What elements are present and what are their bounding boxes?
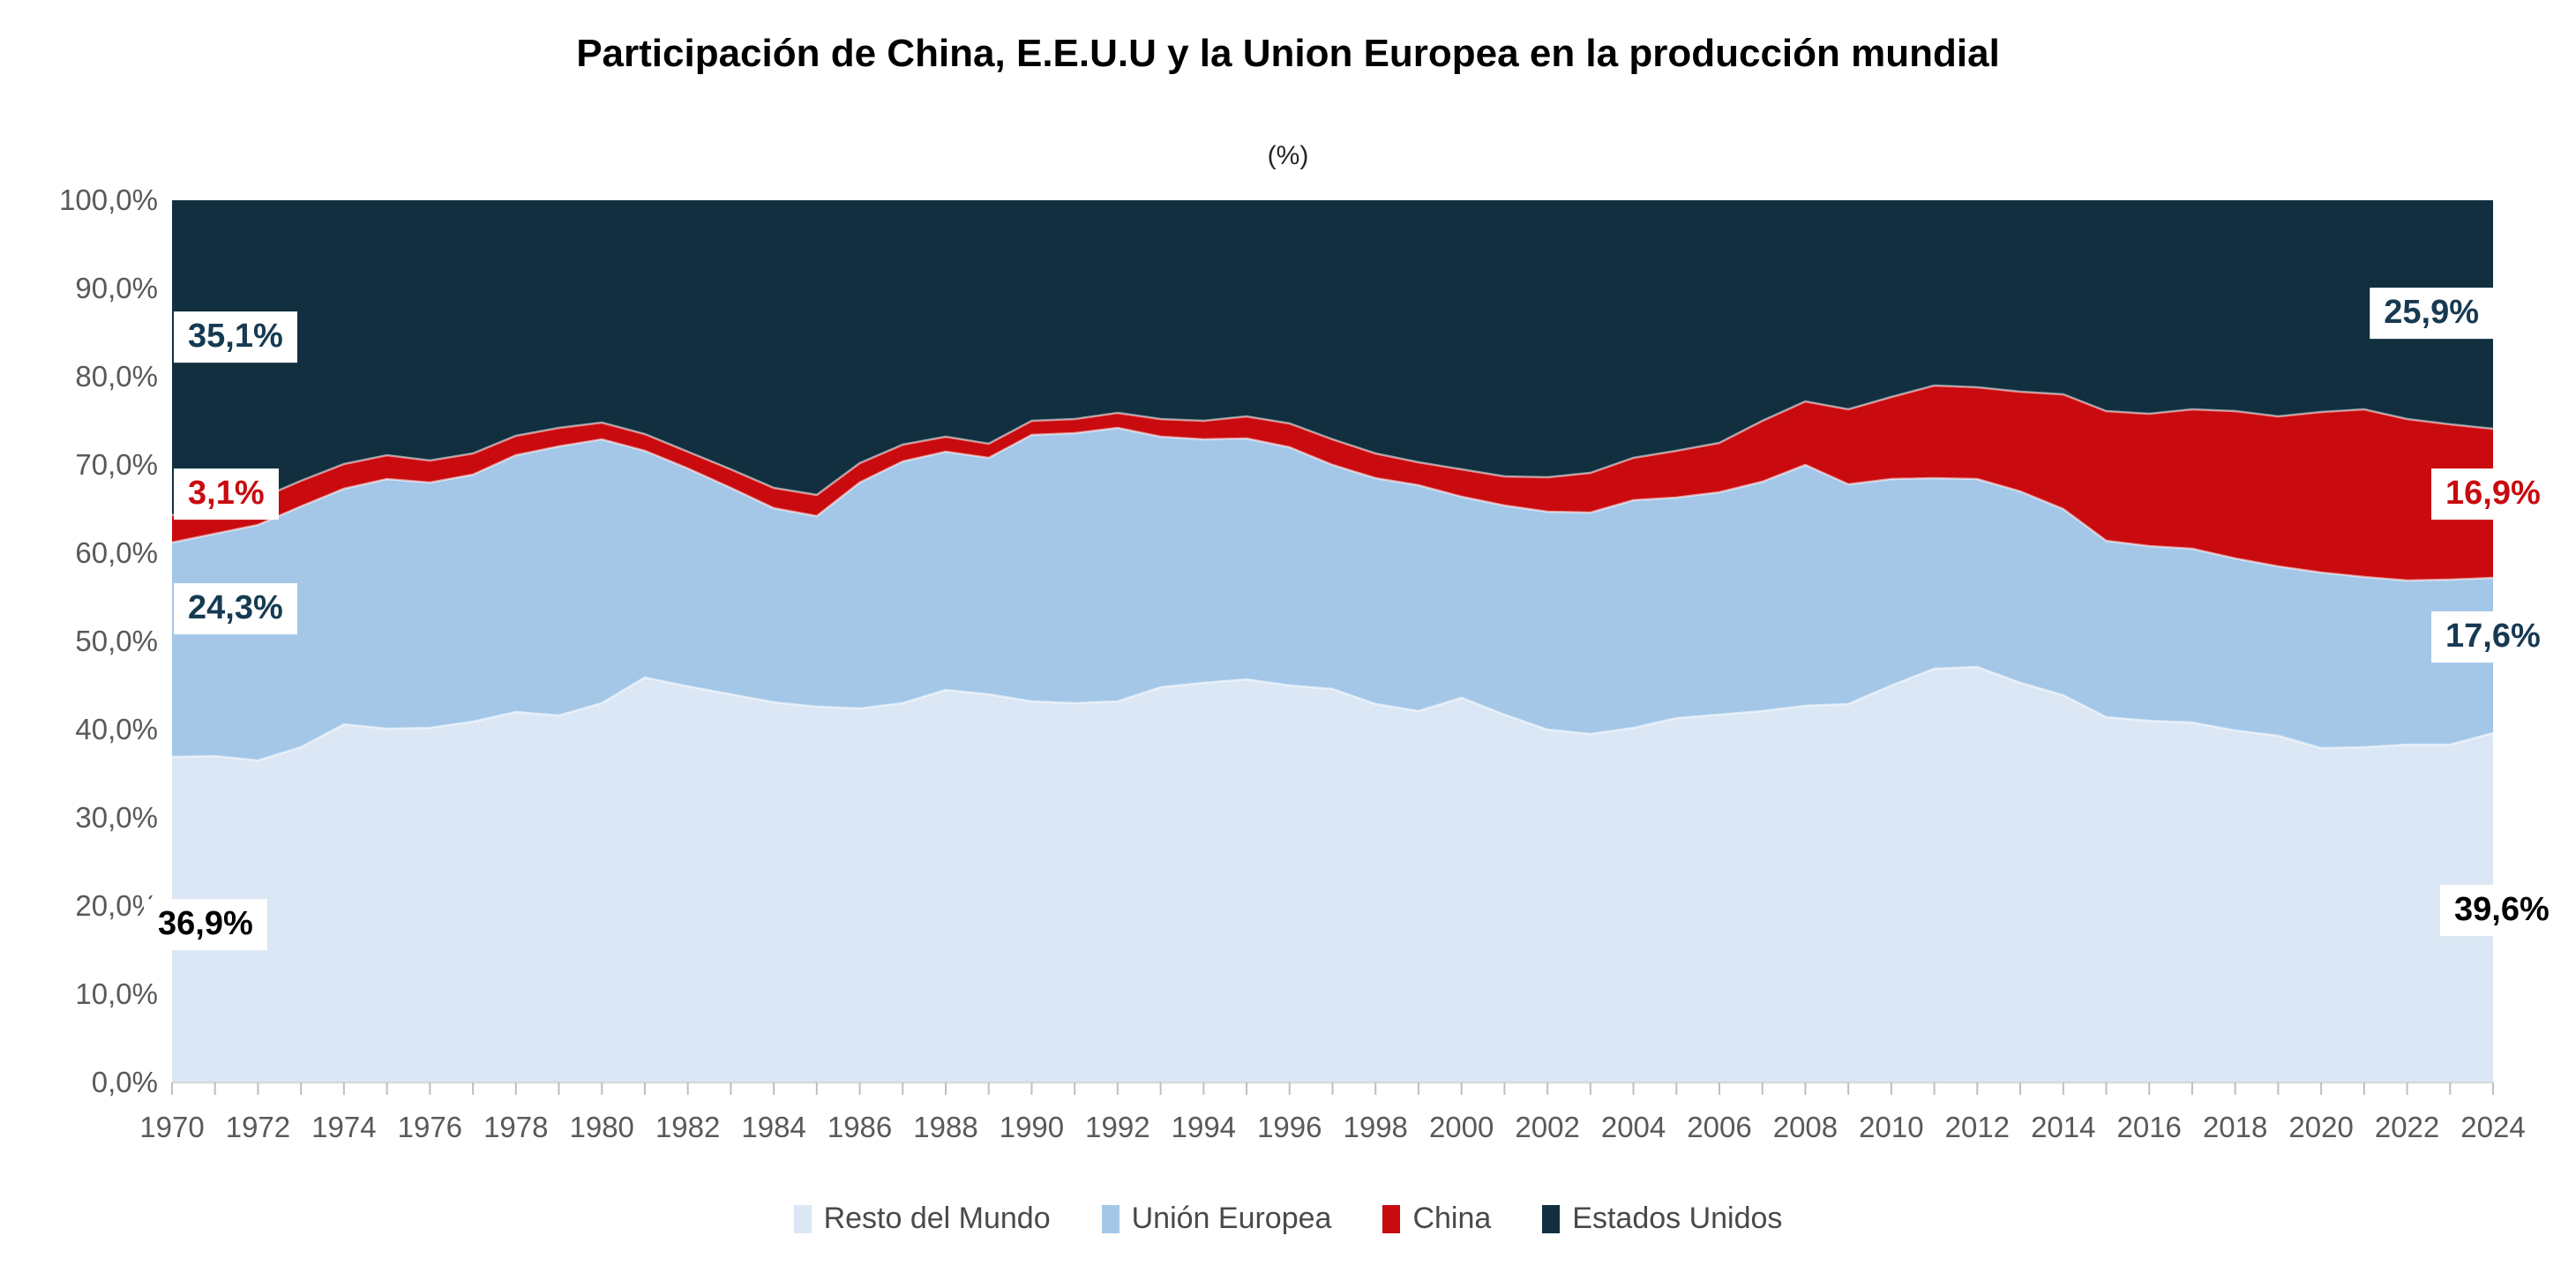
- y-tick-label: 40,0%: [75, 713, 158, 745]
- area-resto-del-mundo: [172, 667, 2493, 1082]
- x-tick-label: 2008: [1773, 1111, 1838, 1143]
- y-tick-label: 0,0%: [92, 1066, 158, 1098]
- legend: Resto del Mundo Unión Europea China Estados…: [0, 1202, 2576, 1236]
- legend-swatch-resto-del-mundo: [793, 1204, 812, 1233]
- y-tick-label: 10,0%: [75, 977, 158, 1010]
- x-tick-label: 1972: [226, 1111, 290, 1143]
- y-tick-label: 60,0%: [75, 536, 158, 569]
- x-tick-label: 2004: [1601, 1111, 1666, 1143]
- x-tick-label: 2000: [1429, 1111, 1494, 1143]
- x-tick-label: 2002: [1515, 1111, 1579, 1143]
- end-label-resto-del-mundo-left: 36,9%: [144, 899, 267, 950]
- x-tick-label: 1974: [311, 1111, 376, 1143]
- chart-subtitle: (%): [1267, 141, 1309, 170]
- series-boundary-2: [171, 426, 2494, 582]
- y-tick-label: 100,0%: [59, 183, 158, 216]
- x-tick-label: 1996: [1257, 1111, 1322, 1143]
- x-tick-label: 1994: [1172, 1111, 1236, 1143]
- legend-label: Resto del Mundo: [823, 1202, 1051, 1235]
- x-tick-label: 2020: [2288, 1111, 2353, 1143]
- x-tick-label: 1992: [1085, 1111, 1149, 1143]
- x-tick-label: 2016: [2117, 1111, 2182, 1143]
- legend-swatch-union-europea: [1101, 1204, 1120, 1233]
- x-tick-label: 1986: [827, 1111, 892, 1143]
- series-boundary-3: [171, 384, 2494, 517]
- area-estados-unidos: [172, 200, 2493, 515]
- end-label-china-right: 16,9%: [2431, 468, 2555, 520]
- x-tick-label: 1976: [398, 1111, 462, 1143]
- x-tick-label: 1978: [483, 1111, 548, 1143]
- end-label-estados-unidos-left: 35,1%: [174, 311, 297, 363]
- x-tick-label: 1984: [741, 1111, 805, 1143]
- end-label-resto-del-mundo-right: 39,6%: [2440, 885, 2564, 936]
- x-tick-label: 2012: [1945, 1111, 2010, 1143]
- x-tick-label: 2010: [1859, 1111, 1923, 1143]
- x-tick-label: 1990: [1000, 1111, 1064, 1143]
- y-tick-label: 30,0%: [75, 801, 158, 834]
- legend-item-union-europea: Unión Europea: [1101, 1202, 1332, 1236]
- x-tick-label: 2018: [2203, 1111, 2267, 1143]
- x-tick-label: 1982: [655, 1111, 720, 1143]
- y-tick-label: 50,0%: [75, 625, 158, 657]
- x-tick-label: 2014: [2031, 1111, 2095, 1143]
- end-label-estados-unidos-right: 25,9%: [2370, 288, 2493, 339]
- series-boundary-1: [171, 665, 2494, 762]
- legend-swatch-estados-unidos: [1542, 1204, 1561, 1233]
- legend-label: China: [1412, 1202, 1492, 1235]
- x-tick-label: 2024: [2460, 1111, 2525, 1143]
- x-tick-label: 1998: [1344, 1111, 1408, 1143]
- legend-item-resto-del-mundo: Resto del Mundo: [793, 1202, 1051, 1236]
- x-tick-label: 1988: [913, 1111, 977, 1143]
- area-union-europea: [172, 428, 2493, 760]
- legend-label: Estados Unidos: [1572, 1202, 1783, 1235]
- legend-item-estados-unidos: Estados Unidos: [1542, 1202, 1782, 1236]
- x-tick-label: 1980: [570, 1111, 634, 1143]
- y-tick-label: 90,0%: [75, 272, 158, 304]
- legend-item-china: China: [1382, 1202, 1491, 1236]
- chart-title: Participación de China, E.E.U.U y la Uni…: [576, 32, 2000, 75]
- legend-label: Unión Europea: [1131, 1202, 1332, 1235]
- x-tick-label: 1970: [139, 1111, 204, 1143]
- x-tick-label: 2022: [2375, 1111, 2439, 1143]
- x-tick-label: 2006: [1687, 1111, 1751, 1143]
- area-china: [172, 386, 2493, 580]
- y-tick-label: 80,0%: [75, 360, 158, 393]
- end-label-union-europea-left: 24,3%: [174, 583, 297, 634]
- end-label-china-left: 3,1%: [174, 468, 279, 520]
- legend-swatch-china: [1382, 1204, 1401, 1233]
- y-tick-label: 70,0%: [75, 448, 158, 481]
- end-label-union-europea-right: 17,6%: [2431, 611, 2555, 663]
